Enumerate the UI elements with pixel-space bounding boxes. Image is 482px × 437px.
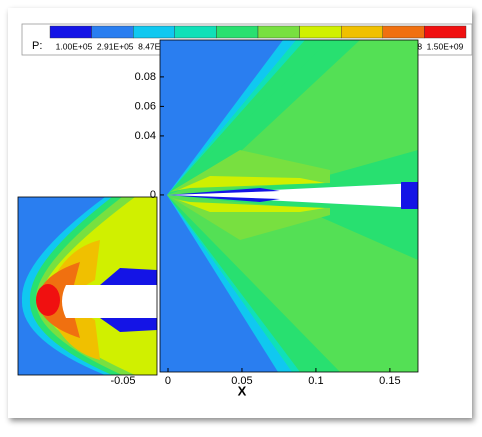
colorbar-label: 2.91E+05	[97, 41, 134, 51]
colorbar-label: 1.50E+09	[427, 41, 464, 51]
colorbar-swatch	[424, 25, 467, 39]
colorbar-swatch	[257, 25, 300, 39]
plot-border	[159, 39, 419, 373]
main-contours	[160, 40, 418, 372]
inset-x-tick-label: -0.05	[110, 375, 135, 387]
y-tick-label: 0.06	[135, 100, 156, 112]
x-axis-label: X	[238, 383, 247, 398]
y-tick-label: 0.04	[135, 130, 156, 142]
inset-border	[17, 196, 158, 376]
colorbar-swatch	[132, 25, 175, 39]
colorbar-label: 8.47E+05	[138, 41, 175, 51]
y-tick-label: 0.08	[135, 71, 156, 83]
x-tick-label: 0.15	[379, 375, 400, 387]
x-tick-label: 0.1	[308, 375, 323, 387]
colorbar-swatch	[174, 25, 217, 39]
colorbar-swatch	[91, 25, 134, 39]
x-tick-label: 0.05	[231, 375, 252, 387]
x-tick-label: 0	[165, 375, 171, 387]
colorbar-swatch	[382, 25, 425, 39]
colorbar-label: 1.00E+05	[56, 41, 93, 51]
colorbar-swatch	[341, 25, 384, 39]
legend-label: P:	[32, 40, 42, 52]
colorbar-swatch	[49, 25, 92, 39]
y-tick-label: 0	[150, 189, 156, 201]
inset-contours	[18, 197, 157, 375]
colorbar-swatch	[299, 25, 342, 39]
colorbar-swatch	[216, 25, 259, 39]
